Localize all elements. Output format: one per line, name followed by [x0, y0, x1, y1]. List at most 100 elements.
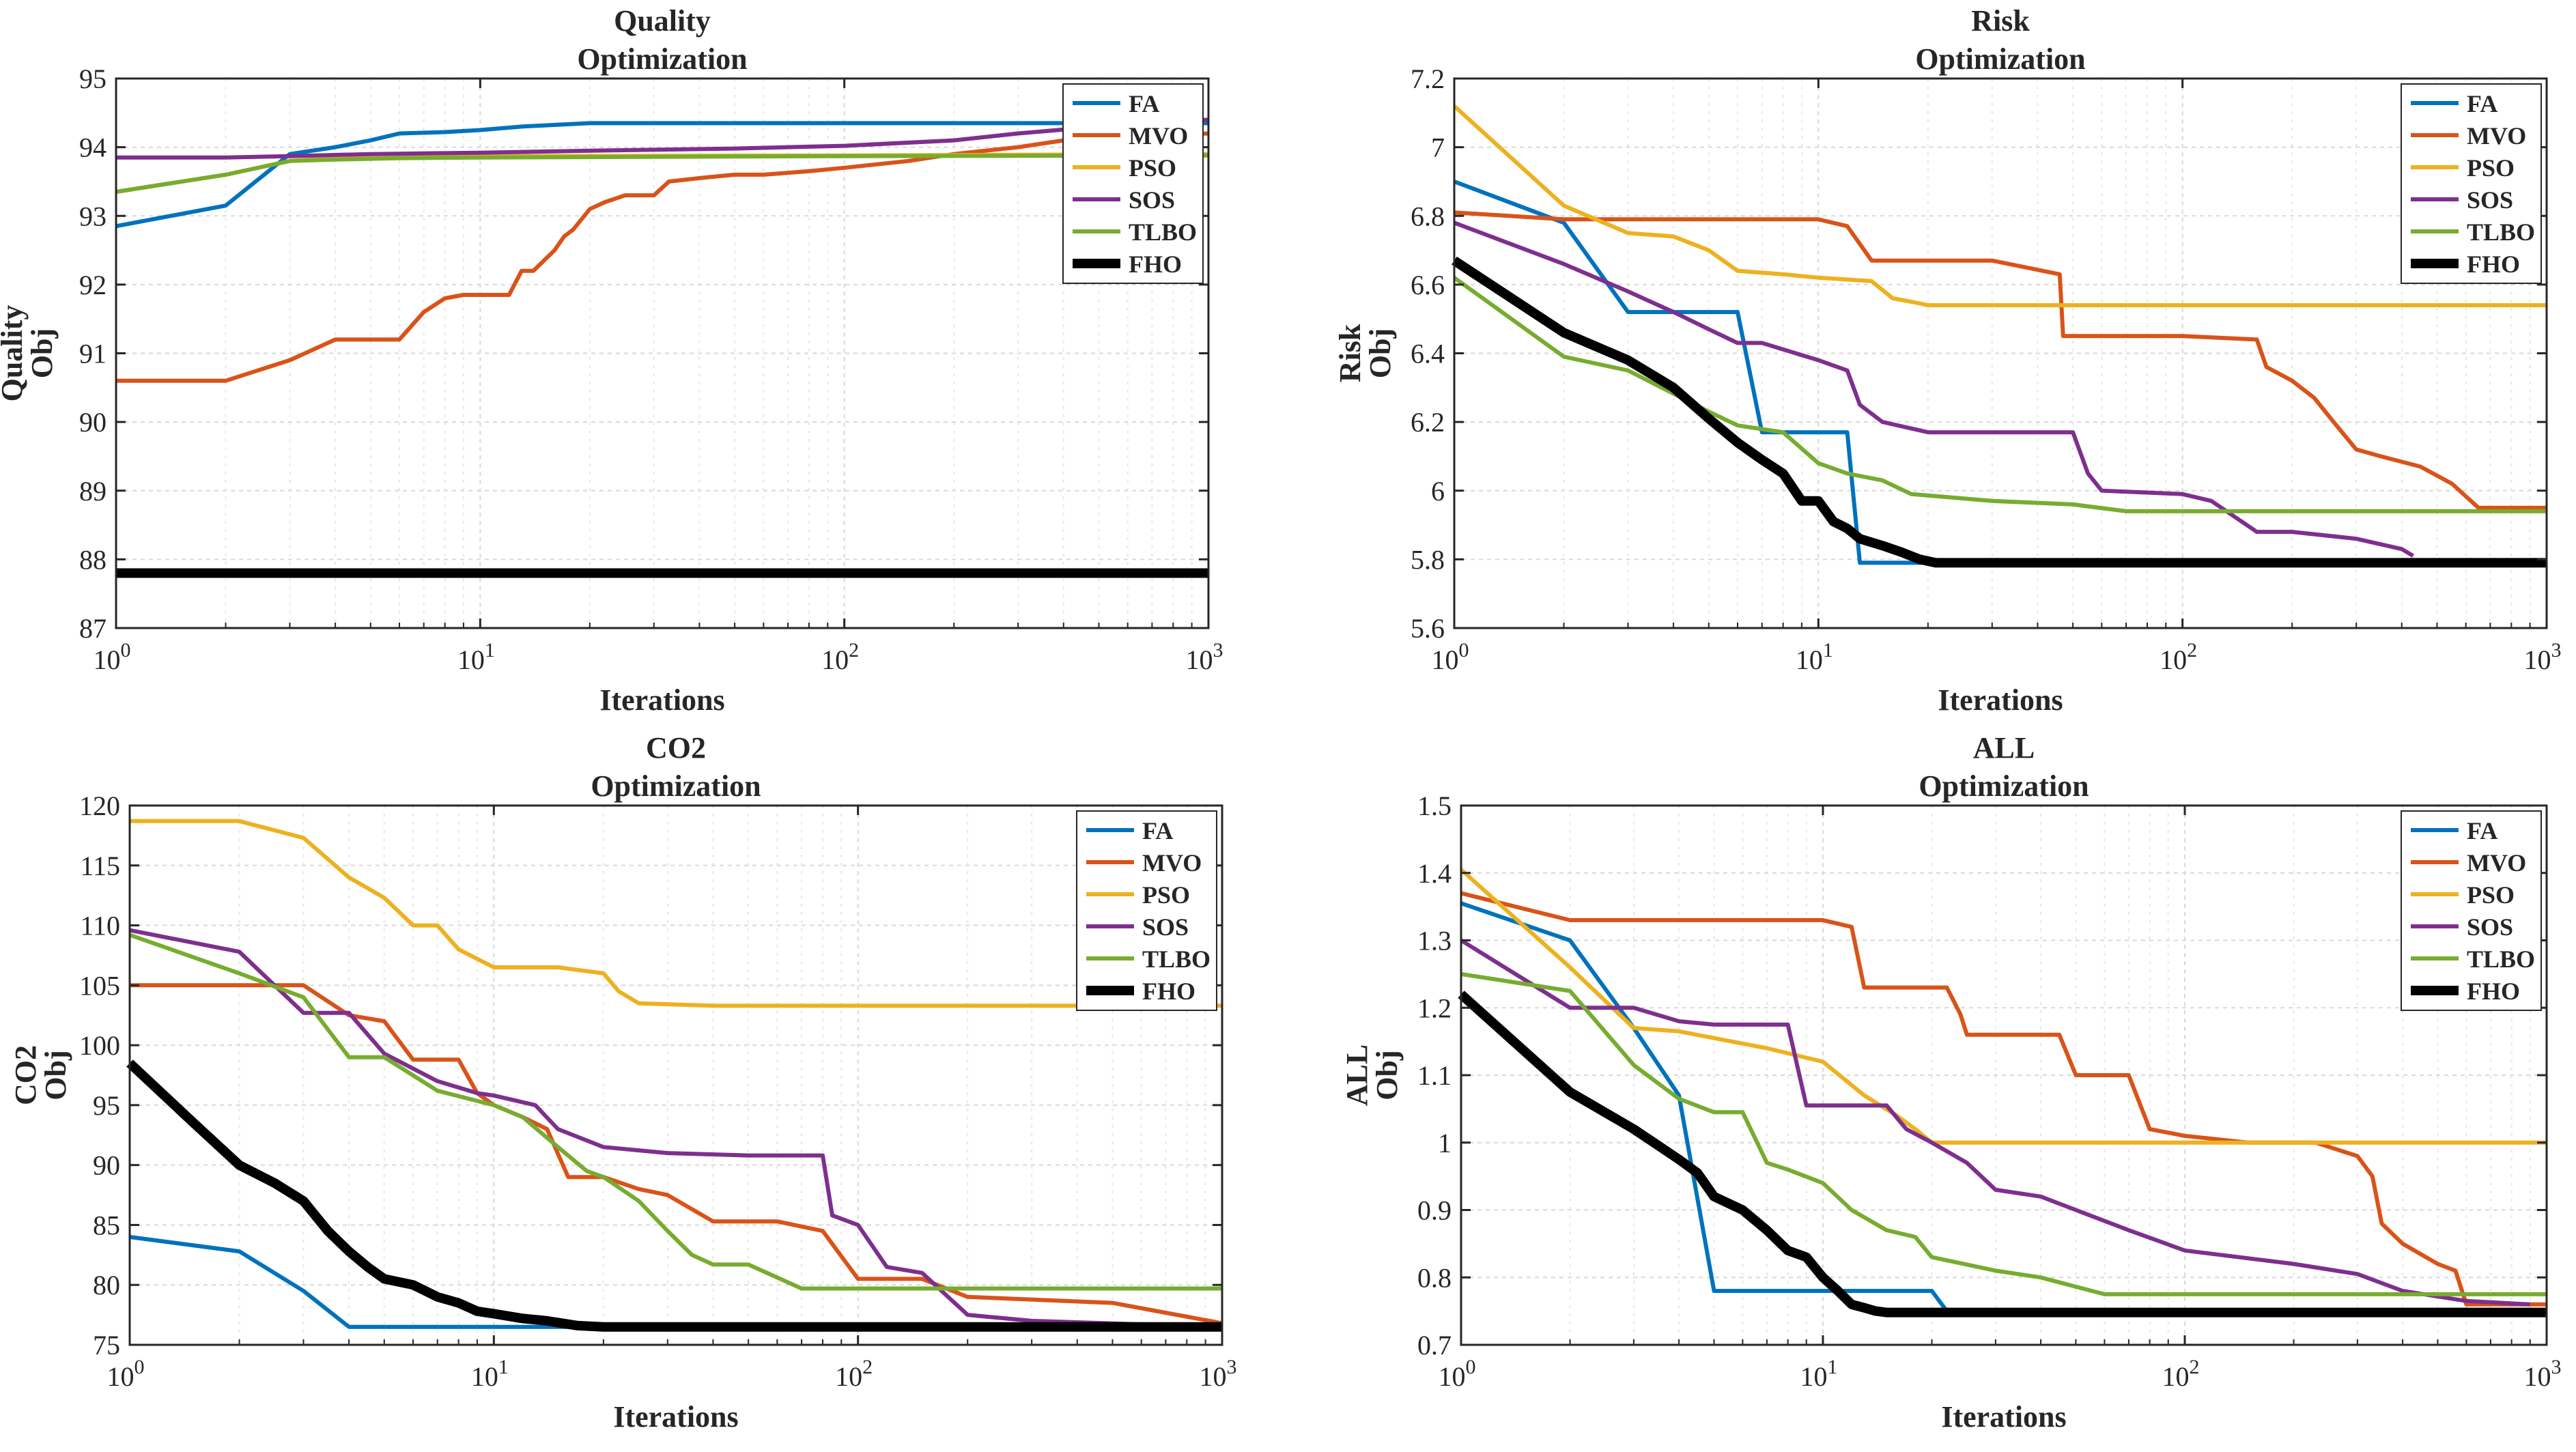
legend-label-mvo: MVO — [1129, 122, 1188, 150]
legend-box — [2401, 810, 2542, 1011]
series-line-tlbo — [1460, 971, 2547, 1296]
series-line-sos — [1460, 938, 2530, 1307]
legend-label-tlbo: TLBO — [2467, 218, 2535, 246]
chart-title-line: Quality — [614, 4, 711, 38]
chart-title-line: Optimization — [577, 42, 747, 76]
series-line-sos — [129, 928, 1223, 1329]
y-tick-label: 5.8 — [1411, 544, 1445, 575]
x-tick-label: 102 — [2162, 1356, 2200, 1392]
x-tick-label: 102 — [821, 639, 859, 675]
y-tick-label: 0.8 — [1417, 1262, 1452, 1293]
y-tick-label: 6 — [1431, 476, 1445, 507]
x-tick-label: 103 — [2524, 1356, 2562, 1392]
legend-label-fa: FA — [1129, 90, 1159, 117]
chart-title-line: CO2 — [646, 731, 706, 765]
legend-label-pso: PSO — [2467, 881, 2515, 909]
series-line-tlbo — [1453, 276, 2547, 513]
y-tick-label: 0.7 — [1417, 1330, 1452, 1361]
x-tick-label: 101 — [1796, 639, 1833, 675]
legend-label-sos: SOS — [1142, 913, 1189, 941]
chart-title-line: ALL — [1973, 731, 2035, 765]
series-lines — [1458, 868, 2547, 1318]
y-tick-label: 85 — [93, 1210, 120, 1240]
y-tick-label: 6.4 — [1411, 339, 1445, 369]
series-lines — [126, 818, 1223, 1332]
chart-title-line: Optimization — [1915, 42, 2085, 76]
x-tick-label: 102 — [2160, 639, 2197, 675]
series-line-sos — [116, 117, 1209, 160]
series-line-fa — [129, 1235, 1222, 1329]
y-tick-label: 95 — [79, 63, 107, 94]
plot-area — [130, 806, 1222, 1345]
series-line-pso — [1452, 104, 2547, 308]
series-line-sos — [1453, 220, 2415, 558]
y-tick-label: 1.2 — [1417, 993, 1452, 1023]
axes-frame — [128, 804, 1223, 1346]
legend-label-tlbo: TLBO — [1142, 945, 1211, 973]
legend: FA MVO PSO SOS TLBO FHO — [2401, 83, 2542, 284]
y-tick-label: 6.8 — [1411, 201, 1445, 231]
y-tick-label: 1.3 — [1417, 926, 1452, 956]
x-tick-label: 100 — [107, 1356, 145, 1392]
y-tick-label: 0.9 — [1417, 1195, 1452, 1226]
y-tick-label: 87 — [79, 613, 107, 644]
legend-label-fho: FHO — [1142, 978, 1195, 1005]
y-tick-label: 90 — [79, 407, 107, 438]
legend-label-pso: PSO — [1142, 881, 1190, 909]
legend-label-fho: FHO — [2467, 251, 2520, 278]
y-tick-label: 91 — [79, 339, 107, 369]
y-tick-label: 110 — [80, 911, 120, 941]
y-tick-label: 1.5 — [1417, 791, 1452, 821]
legend-label-fho: FHO — [1129, 251, 1182, 278]
series-line-tlbo — [115, 153, 1209, 194]
y-tick-label: 75 — [93, 1330, 120, 1361]
legend-label-fa: FA — [2467, 90, 2497, 117]
legend-label-sos: SOS — [2467, 913, 2513, 941]
x-tick-label: 101 — [471, 1356, 509, 1392]
legend-label-tlbo: TLBO — [2467, 945, 2535, 973]
y-tick-label: 93 — [79, 201, 107, 231]
y-tick-label: 94 — [79, 132, 107, 163]
y-tick-label: 92 — [79, 270, 107, 300]
legend-box — [1062, 83, 1204, 284]
y-tick-label: 88 — [79, 544, 107, 575]
legend: FA MVO PSO SOS TLBO FHO — [2401, 810, 2542, 1011]
chart-panel-2: 75 80 85 90 95 100 105 110 115 120 100 101 102 103 CO2… — [9, 731, 1237, 1434]
y-tick-label: 7.2 — [1411, 63, 1445, 94]
series-lines — [1452, 104, 2547, 568]
grid-lines — [129, 805, 1223, 1346]
x-tick-label: 100 — [1439, 1356, 1476, 1392]
legend-label-sos: SOS — [1129, 186, 1175, 214]
y-tick-label: 89 — [79, 476, 107, 507]
legend-label-fho: FHO — [2467, 978, 2520, 1005]
series-line-fho — [1458, 991, 2547, 1318]
x-tick-label: 102 — [835, 1356, 873, 1392]
y-tick-label: 95 — [93, 1090, 120, 1121]
y-axis-label: RiskObj — [1333, 324, 1397, 382]
legend-label-sos: SOS — [2467, 186, 2513, 214]
y-tick-label: 6.6 — [1411, 270, 1445, 300]
y-tick-label: 1 — [1438, 1128, 1452, 1158]
series-line-mvo — [116, 131, 1209, 383]
legend-label-pso: PSO — [1129, 154, 1176, 182]
chart-panel-3: 0.7 0.8 0.9 1 1.1 1.2 1.3 1.4 1.5 100 101 102 103 ALL… — [1340, 731, 2562, 1434]
y-tick-label: 1.1 — [1417, 1060, 1452, 1091]
legend-label-pso: PSO — [2467, 154, 2515, 182]
series-line-pso — [130, 818, 1222, 1008]
x-tick-label: 101 — [1800, 1356, 1838, 1392]
y-tick-label: 6.2 — [1411, 407, 1445, 438]
y-axis-label: QualityObj — [0, 305, 59, 402]
series-line-mvo — [130, 983, 1223, 1326]
x-tick-label: 101 — [457, 639, 495, 675]
chart-title-line: Risk — [1971, 4, 2030, 38]
x-axis-label: Iterations — [599, 683, 724, 717]
legend-label-mvo: MVO — [2467, 122, 2526, 150]
chart-title-line: Optimization — [591, 769, 761, 803]
legend-box — [1076, 810, 1217, 1011]
chart-panel-0: 87 88 89 90 91 92 93 94 95 100 101 102 103 Quality Opt… — [0, 4, 1223, 717]
legend-label-fa: FA — [1142, 817, 1173, 844]
series-line-fho — [126, 1059, 1222, 1332]
series-line-mvo — [1454, 210, 2547, 510]
